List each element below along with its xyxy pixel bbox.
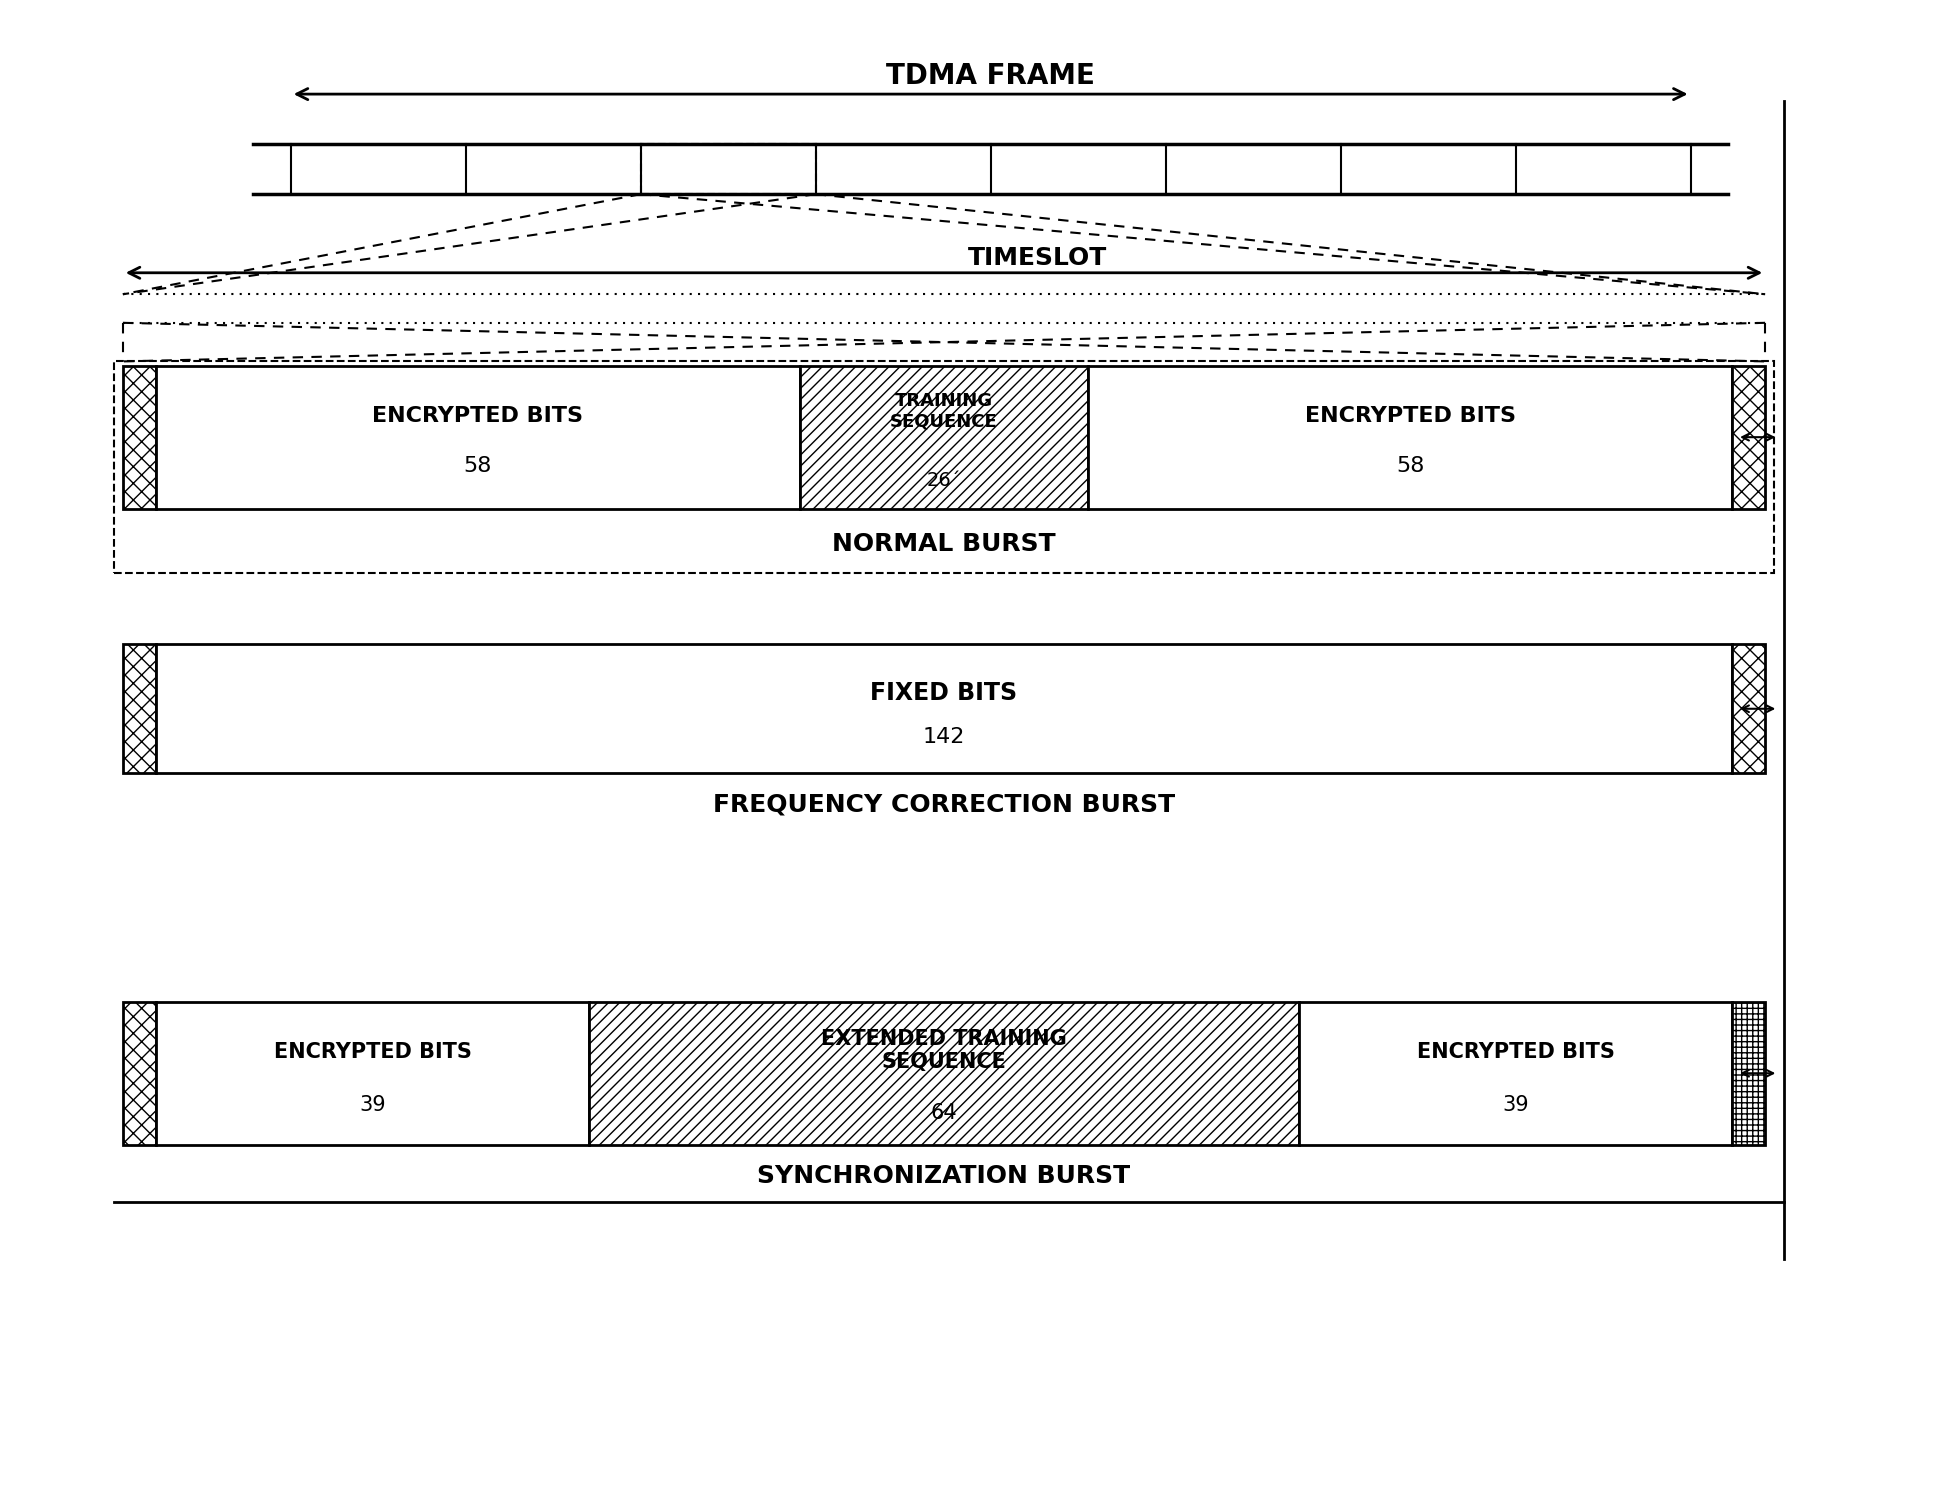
Bar — [122, 1002, 156, 1145]
Bar — [642, 144, 816, 194]
Bar — [1732, 366, 1765, 509]
Text: ENCRYPTED BITS: ENCRYPTED BITS — [1417, 1042, 1614, 1062]
Text: 64: 64 — [931, 1103, 956, 1123]
Text: NORMAL BURST: NORMAL BURST — [832, 533, 1056, 557]
Text: TRAINING
SEQUENCE: TRAINING SEQUENCE — [890, 392, 997, 430]
Text: 26´: 26´ — [927, 471, 960, 490]
Bar — [122, 366, 156, 509]
Bar — [1299, 1002, 1732, 1145]
Text: 58: 58 — [465, 456, 492, 476]
Bar — [122, 645, 156, 773]
Bar — [799, 366, 1089, 509]
Bar — [1732, 645, 1765, 773]
Text: FIXED BITS: FIXED BITS — [871, 682, 1017, 706]
Bar — [589, 1002, 1299, 1145]
Text: SYNCHRONIZATION BURST: SYNCHRONIZATION BURST — [758, 1164, 1131, 1188]
Text: TIMESLOT: TIMESLOT — [968, 246, 1106, 270]
Text: 39: 39 — [1503, 1094, 1528, 1115]
Bar — [156, 1002, 589, 1145]
Text: ENCRYPTED BITS: ENCRYPTED BITS — [274, 1042, 472, 1062]
Bar — [1732, 1002, 1765, 1145]
Text: FREQUENCY CORRECTION BURST: FREQUENCY CORRECTION BURST — [713, 792, 1174, 816]
Text: ENCRYPTED BITS: ENCRYPTED BITS — [373, 405, 583, 426]
Bar — [156, 366, 799, 509]
Text: 58: 58 — [1396, 456, 1425, 476]
Bar — [156, 645, 1732, 773]
Text: EXTENDED TRAINING
SEQUENCE: EXTENDED TRAINING SEQUENCE — [820, 1029, 1067, 1072]
Text: 142: 142 — [923, 727, 964, 747]
Text: ENCRYPTED BITS: ENCRYPTED BITS — [1304, 405, 1516, 426]
Text: 39: 39 — [360, 1094, 385, 1115]
Bar — [113, 362, 1775, 573]
Text: TDMA FRAME: TDMA FRAME — [886, 63, 1094, 89]
Bar — [1089, 366, 1732, 509]
